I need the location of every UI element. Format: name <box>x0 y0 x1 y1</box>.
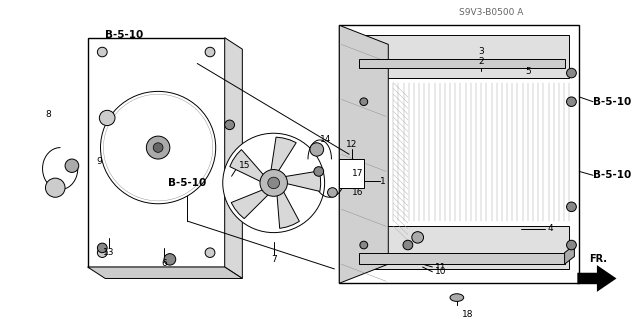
Circle shape <box>97 243 107 253</box>
Circle shape <box>45 178 65 197</box>
Circle shape <box>328 188 337 197</box>
Circle shape <box>566 68 577 78</box>
Text: 4: 4 <box>548 224 554 233</box>
Polygon shape <box>88 267 243 278</box>
Bar <box>88 38 225 267</box>
Text: 16: 16 <box>352 188 364 197</box>
Polygon shape <box>277 190 300 228</box>
Circle shape <box>104 94 212 201</box>
Circle shape <box>205 248 215 257</box>
Polygon shape <box>230 150 264 182</box>
Polygon shape <box>339 25 388 283</box>
Polygon shape <box>564 245 574 264</box>
Circle shape <box>65 159 79 172</box>
Circle shape <box>268 177 280 189</box>
Text: B-5-10: B-5-10 <box>593 170 631 180</box>
Text: 3: 3 <box>479 47 484 56</box>
Text: B-5-10: B-5-10 <box>593 97 631 107</box>
Text: 1: 1 <box>380 176 386 186</box>
Text: 2: 2 <box>479 57 484 66</box>
Circle shape <box>403 240 413 250</box>
Circle shape <box>99 110 115 126</box>
Circle shape <box>566 240 577 250</box>
Polygon shape <box>225 38 243 278</box>
Circle shape <box>566 202 577 211</box>
Text: B-5-10: B-5-10 <box>168 178 207 188</box>
Circle shape <box>97 248 107 257</box>
Text: 11: 11 <box>435 263 447 271</box>
Polygon shape <box>349 226 570 269</box>
Bar <box>339 159 364 188</box>
Circle shape <box>412 232 424 243</box>
Bar <box>339 25 579 283</box>
Polygon shape <box>284 171 321 191</box>
Circle shape <box>225 120 234 130</box>
Circle shape <box>164 254 176 265</box>
Bar <box>393 83 574 221</box>
Circle shape <box>205 47 215 57</box>
Text: 14: 14 <box>320 136 331 145</box>
Circle shape <box>260 170 287 196</box>
Polygon shape <box>231 189 269 219</box>
Polygon shape <box>359 59 564 68</box>
Circle shape <box>310 143 324 156</box>
Text: 13: 13 <box>104 248 115 257</box>
Text: S9V3-B0500 A: S9V3-B0500 A <box>459 8 524 17</box>
Bar <box>349 35 570 78</box>
Polygon shape <box>271 137 296 172</box>
Polygon shape <box>577 265 616 292</box>
Circle shape <box>223 133 324 233</box>
Text: FR.: FR. <box>589 254 607 264</box>
Text: B-5-10: B-5-10 <box>105 30 143 40</box>
Circle shape <box>153 143 163 152</box>
Polygon shape <box>359 253 564 264</box>
Text: 5: 5 <box>525 67 531 76</box>
Text: 17: 17 <box>352 169 364 178</box>
Circle shape <box>360 98 368 106</box>
Text: 8: 8 <box>45 110 51 119</box>
Text: 6: 6 <box>161 259 167 268</box>
Circle shape <box>100 91 216 204</box>
Text: 7: 7 <box>271 255 276 264</box>
Text: 18: 18 <box>461 310 473 319</box>
Text: 12: 12 <box>346 140 358 149</box>
Circle shape <box>97 47 107 57</box>
Text: 9: 9 <box>97 157 102 167</box>
Circle shape <box>147 136 170 159</box>
Circle shape <box>360 241 368 249</box>
Text: 10: 10 <box>435 267 447 276</box>
Text: 15: 15 <box>239 161 251 170</box>
Ellipse shape <box>450 294 464 301</box>
Circle shape <box>566 97 577 107</box>
Circle shape <box>314 167 324 176</box>
